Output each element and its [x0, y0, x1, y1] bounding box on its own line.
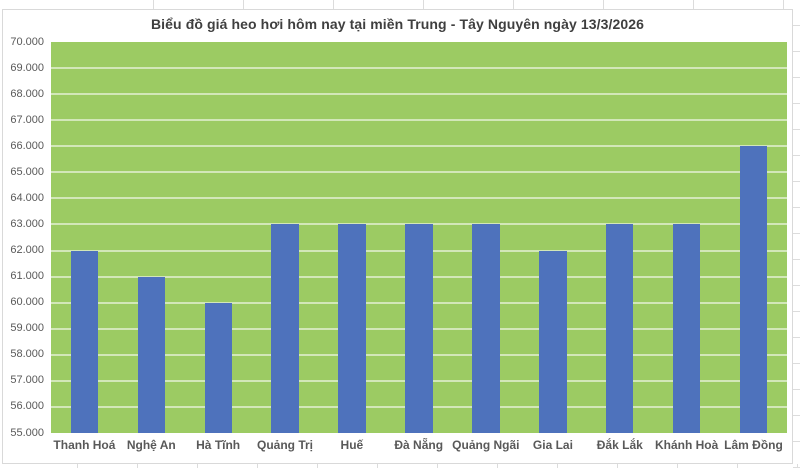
y-axis-tick-label: 68.000 [10, 87, 44, 100]
y-axis-tick-label: 57.000 [10, 374, 44, 387]
x-axis-label-1: Nghệ An [126, 438, 176, 452]
y-axis-tick-label: 70.000 [10, 35, 44, 48]
y-axis-tick-label: 55.000 [10, 426, 44, 439]
y-axis-tick-label: 69.000 [10, 61, 44, 74]
bar-1[interactable] [137, 276, 166, 433]
x-axis-label-7: Gia Lai [532, 438, 573, 452]
y-axis-tick-label: 63.000 [10, 217, 44, 230]
x-axis-label-9: Khánh Hoà [654, 438, 719, 452]
x-axis-label-4: Huế [340, 438, 364, 452]
x-axis-label-6: Quảng Ngãi [452, 438, 520, 452]
horizontal-gridline [51, 171, 787, 174]
horizontal-gridline [51, 93, 787, 96]
sheet-gridlines-right [793, 0, 800, 468]
x-axis: Thanh Hoá Nghệ An Hà Tĩnh Quảng Trị Huế Đà Nẵ… [51, 438, 787, 452]
bar-4[interactable] [338, 224, 366, 433]
y-axis-tick-label: 64.000 [10, 191, 44, 204]
bar-5[interactable] [405, 224, 433, 433]
sheet-gridlines-bottom [0, 464, 800, 468]
bar-10[interactable] [739, 146, 768, 433]
chart-container[interactable]: Biểu đồ giá heo hơi hôm nay tại miền Tru… [2, 9, 793, 464]
y-axis-tick-label: 66.000 [10, 139, 44, 152]
horizontal-gridline [51, 145, 787, 148]
y-axis-tick-label: 60.000 [10, 296, 44, 309]
bar-3[interactable] [271, 224, 299, 433]
bar-0[interactable] [70, 250, 99, 433]
horizontal-gridline [51, 119, 787, 122]
y-axis-tick-label: 61.000 [10, 270, 44, 283]
horizontal-gridline [51, 67, 787, 70]
y-axis-tick-label: 62.000 [10, 244, 44, 257]
x-axis-label-2: Hà Tĩnh [196, 438, 241, 452]
x-axis-label-10: Lâm Đồng [724, 438, 783, 452]
horizontal-gridline [51, 197, 787, 200]
horizontal-gridline [51, 223, 787, 226]
bar-8[interactable] [605, 224, 634, 433]
chart-title: Biểu đồ giá heo hơi hôm nay tại miền Tru… [150, 16, 645, 32]
y-axis-tick-label: 56.000 [10, 400, 44, 413]
x-axis-label-8: Đắk Lắk [596, 438, 643, 452]
y-axis-tick-label: 67.000 [10, 113, 44, 126]
bar-2[interactable] [204, 302, 233, 433]
y-axis-tick-label: 58.000 [10, 348, 44, 361]
x-axis-label-3: Quảng Trị [257, 438, 314, 452]
x-axis-label-5: Đà Nẵng [394, 438, 444, 452]
bar-6[interactable] [472, 224, 500, 433]
sheet-gridlines-top [0, 0, 800, 9]
x-axis-label-0: Thanh Hoá [53, 438, 116, 452]
plot-area [51, 42, 787, 433]
bar-7[interactable] [539, 250, 567, 433]
y-axis-tick-label: 59.000 [10, 322, 44, 335]
y-axis-tick-label: 65.000 [10, 165, 44, 178]
bar-9[interactable] [672, 224, 701, 433]
